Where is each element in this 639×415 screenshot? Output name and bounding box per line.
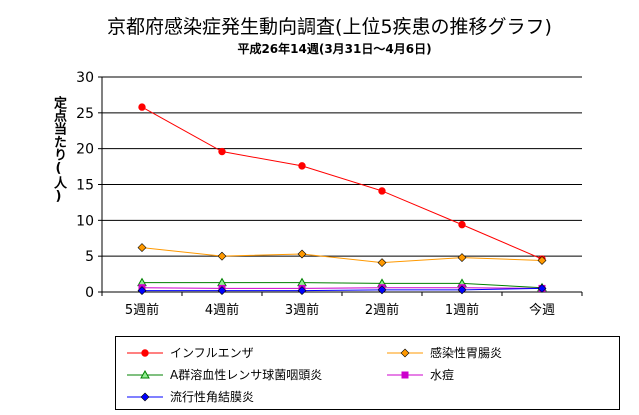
series-line-chickenpox xyxy=(141,287,543,289)
legend-point-conjunctivitis xyxy=(140,392,150,401)
y-tick-label: 20 xyxy=(76,142,94,158)
legend: インフルエンザ 感染性胃腸炎 A群溶血性レンサ球菌咽頭炎 水痘 流行性角結膜炎 xyxy=(115,336,620,410)
legend-label-conjunctivitis: 流行性角結膜炎 xyxy=(170,390,255,404)
legend-item-gastroenteritis: 感染性胃腸炎 xyxy=(386,344,502,361)
data-point-conjunctivitis xyxy=(297,286,307,295)
data-point-gastroenteritis xyxy=(457,253,467,263)
legend-label-strep-pharyngitis: A群溶血性レンサ球菌咽頭炎 xyxy=(170,368,323,382)
chart-title: 京都府感染症発生動向調査(上位5疾患の推移グラフ) xyxy=(107,16,552,38)
y-tick-label: 5 xyxy=(85,249,94,265)
legend-label-influenza: インフルエンザ xyxy=(170,346,254,360)
legend-point-chickenpox xyxy=(401,371,409,378)
data-point-gastroenteritis xyxy=(377,258,387,268)
series-gastroenteritis xyxy=(137,243,547,268)
legend-item-chickenpox: 水痘 xyxy=(386,366,454,383)
series-strep-pharyngitis xyxy=(137,277,547,292)
x-tick-label: 3週前 xyxy=(285,302,319,318)
data-point-influenza xyxy=(378,187,386,195)
x-tick-label: 1週前 xyxy=(445,302,479,318)
data-point-conjunctivitis xyxy=(377,285,387,295)
y-tick-label: 15 xyxy=(76,178,94,194)
legend-marker-conjunctivitis xyxy=(127,392,163,401)
data-point-influenza xyxy=(138,103,146,111)
data-point-gastroenteritis xyxy=(137,243,147,252)
series-line-conjunctivitis xyxy=(142,287,543,292)
legend-label-chickenpox: 水痘 xyxy=(430,368,455,382)
y-tick-label: 0 xyxy=(85,285,94,301)
data-point-conjunctivitis xyxy=(457,285,467,295)
legend-marker-influenza xyxy=(127,348,163,357)
x-tick-label: 2週前 xyxy=(365,302,399,318)
legend-point-strep-pharyngitis xyxy=(140,369,150,378)
series-line-influenza xyxy=(141,106,543,260)
x-tick-label: 4週前 xyxy=(205,302,239,318)
y-tick-label: 25 xyxy=(76,106,94,122)
data-point-conjunctivitis xyxy=(217,286,227,295)
legend-item-conjunctivitis: 流行性角結膜炎 xyxy=(126,388,254,405)
legend-label-gastroenteritis: 感染性胃腸炎 xyxy=(430,346,503,360)
legend-item-strep-pharyngitis: A群溶血性レンサ球菌咽頭炎 xyxy=(126,366,322,383)
legend-marker-strep-pharyngitis xyxy=(127,369,163,378)
x-tick-label: 今週 xyxy=(529,302,555,318)
data-point-conjunctivitis xyxy=(137,286,147,295)
data-point-gastroenteritis xyxy=(537,256,547,265)
data-point-gastroenteritis xyxy=(297,249,307,259)
legend-marker-chickenpox xyxy=(387,371,423,378)
line-chart: 0 5 10 15 20 25 30 5週前 4週前 3週前 2週前 1週前 今週 xyxy=(76,70,583,318)
data-point-conjunctivitis xyxy=(537,283,547,293)
legend-point-influenza xyxy=(141,348,149,357)
x-tick-label: 5週前 xyxy=(125,302,159,318)
data-point-influenza xyxy=(298,162,306,170)
chart-subtitle: 平成26年14週(3月31日～4月6日) xyxy=(237,42,432,56)
series-influenza xyxy=(138,103,546,263)
series-line-gastroenteritis xyxy=(141,247,543,264)
data-point-influenza xyxy=(218,147,226,156)
y-tick-label: 30 xyxy=(76,70,94,86)
data-point-influenza xyxy=(458,220,466,229)
data-point-gastroenteritis xyxy=(217,251,227,261)
legend-point-gastroenteritis xyxy=(400,348,410,357)
series-line-strep-pharyngitis xyxy=(142,282,543,289)
y-axis-label: 定点当たり(人) xyxy=(51,96,66,204)
legend-item-influenza: インフルエンザ xyxy=(126,344,254,361)
legend-marker-gastroenteritis xyxy=(387,348,423,357)
series-conjunctivitis xyxy=(137,283,547,295)
y-tick-label: 10 xyxy=(76,213,94,229)
